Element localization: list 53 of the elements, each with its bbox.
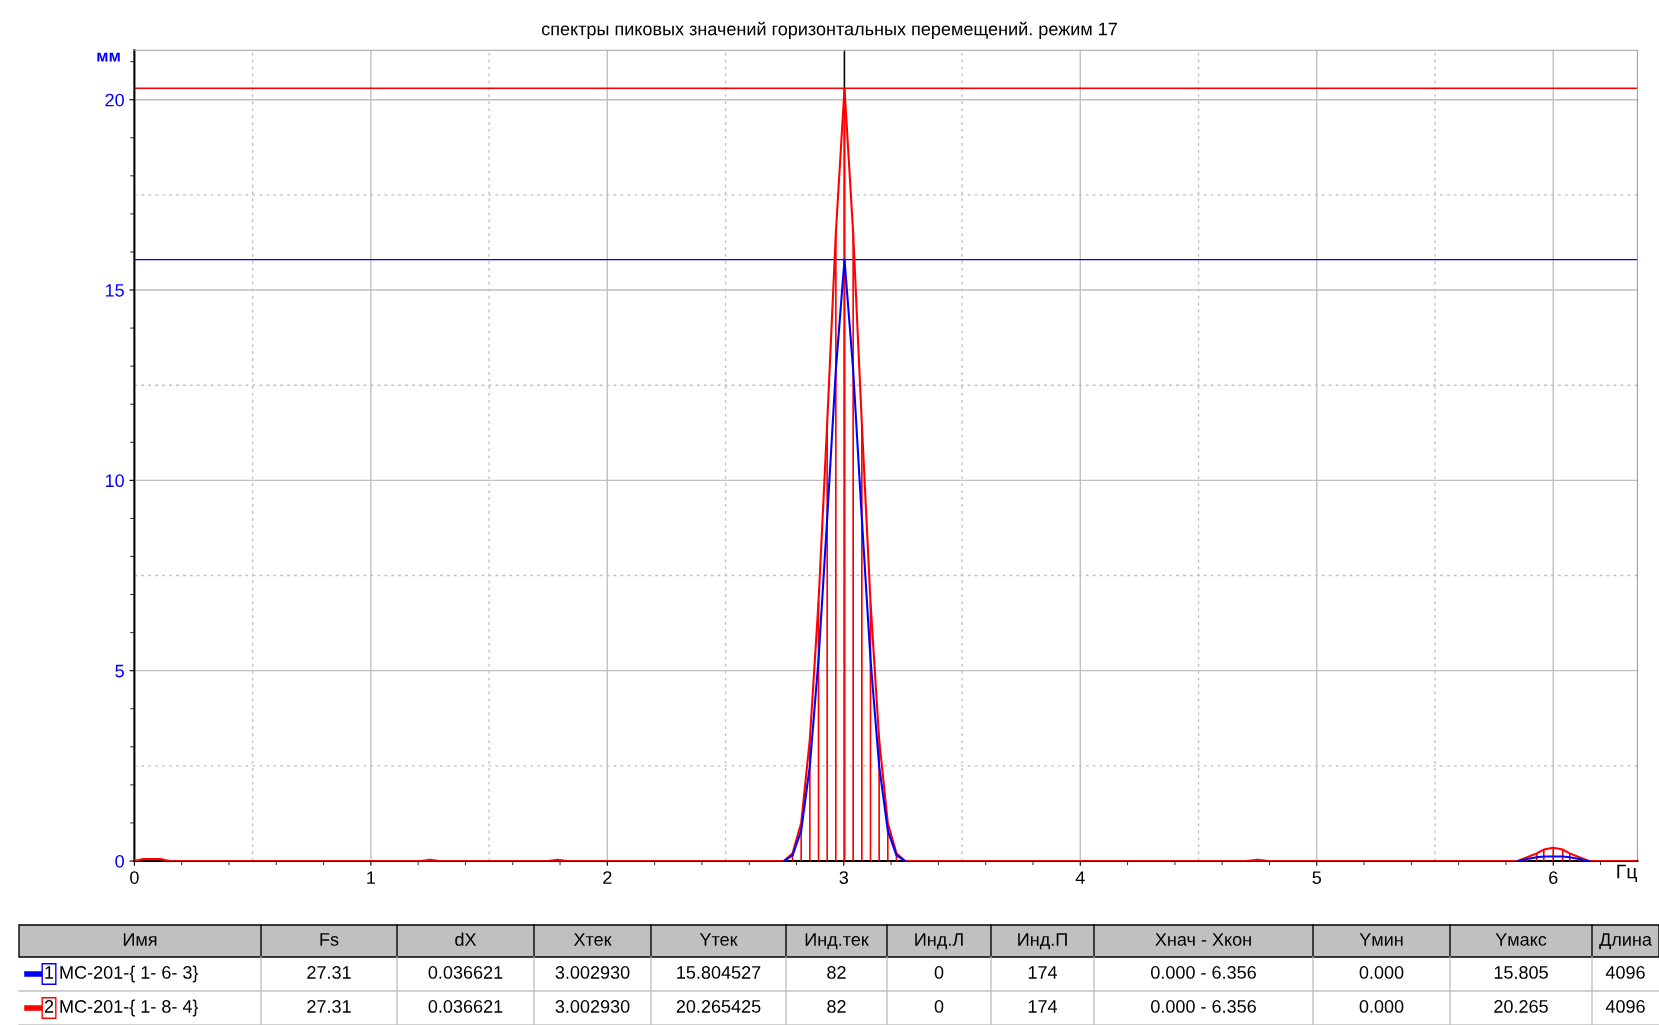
x-tick-label: 4 [1075,871,1085,884]
text: Инд.Л [915,933,963,950]
x-axis-title: Гц [1617,864,1637,883]
x-tick-label: 2 [603,871,612,884]
text: Xнач - Xкон [1155,933,1251,946]
text: 20.265 [1494,1000,1548,1013]
text: 174 [1028,966,1058,979]
text: 0.000 - 6.356 [1151,1000,1256,1013]
text: 0.000 [1359,966,1404,979]
text: 4096 [1605,1000,1645,1013]
text: 20.265425 [676,1000,761,1013]
text: Yмин [1359,933,1403,946]
text: 2 [44,1000,54,1013]
x-tick-label: 5 [1312,871,1322,884]
y-tick-label: 10 [105,474,124,488]
text: dX [455,932,477,946]
y-axis-title: мм [97,52,120,62]
text: 4096 [1605,966,1645,979]
text: 0 [934,966,944,979]
y-tick-label: 20 [105,93,124,107]
legend-label: МС-201-{ 1- 6- 3} [60,965,199,983]
x-tick-label: 1 [367,871,375,884]
y-tick-label: 5 [115,664,124,678]
text: Инд.тек [805,933,869,950]
text: 0.036621 [428,966,503,979]
text: 82 [827,966,846,979]
text: 1 [45,966,54,979]
x-tick-label: 3 [839,871,849,884]
text: 27.31 [307,966,351,979]
text: Длина [1599,933,1652,950]
text: 0.000 [1359,1000,1404,1013]
y-tick-label: 0 [115,854,124,868]
text: 0.036621 [428,1000,503,1013]
y-tick-label: 15 [105,284,124,297]
text: 82 [827,1000,846,1013]
text: 3.002930 [555,1000,630,1013]
text: 174 [1028,1000,1058,1013]
legend-label: МС-201-{ 1- 8- 4} [60,999,199,1017]
text: 15.805 [1494,966,1548,979]
text: 0.000 - 6.356 [1151,966,1256,979]
text: 0 [934,1000,944,1013]
text: Xтек [573,933,612,946]
text: 3.002930 [555,966,630,979]
x-tick-label: 0 [130,871,139,884]
text: Fs [320,933,339,946]
text: Yмакс [1495,933,1547,946]
text: Имя [123,933,157,946]
text: Инд.П [1018,933,1067,950]
text: 15.804527 [677,966,761,979]
text: Yтек [699,933,738,946]
x-tick-label: 6 [1549,871,1558,884]
chart-title: спектры пиковых значений горизонтальных перемещений. режим 17 [541,21,1117,39]
text: 27.31 [307,1000,351,1013]
